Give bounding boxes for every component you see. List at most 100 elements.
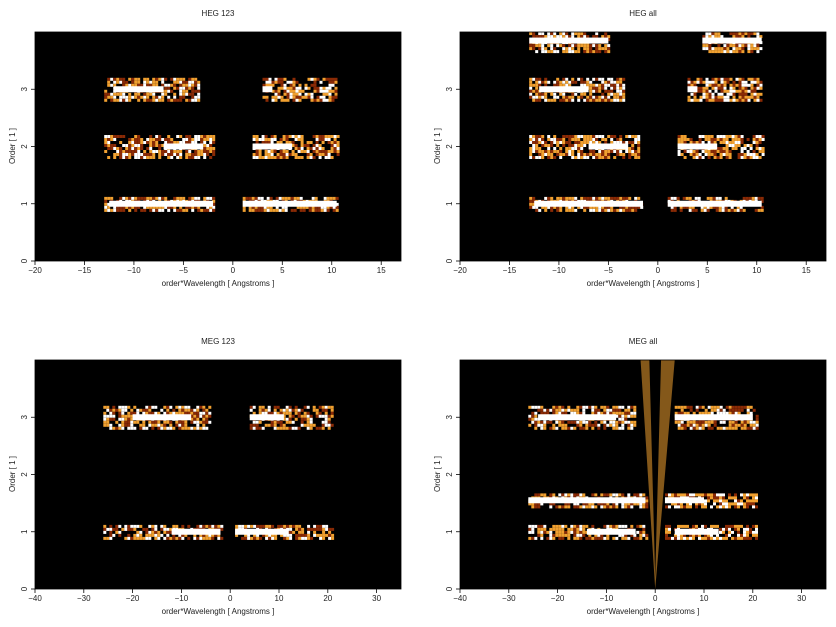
band-ridge <box>539 86 589 93</box>
band-ridge <box>109 200 214 207</box>
band-ridge <box>664 497 704 504</box>
order-band <box>528 493 649 509</box>
heatmap-data <box>528 360 759 589</box>
x-tick-label: 30 <box>372 594 381 603</box>
band-ridge <box>674 528 719 535</box>
y-tick-label: 2 <box>445 472 454 477</box>
band-ridge <box>538 414 617 421</box>
order-band <box>242 196 339 212</box>
order-band <box>252 135 340 159</box>
band-ridge <box>677 143 718 150</box>
heatmap-data <box>529 32 765 212</box>
band-ridge <box>114 86 164 93</box>
x-tick-label: −20 <box>453 266 467 275</box>
panel-meg-123: MEG 123 −40 −30 −20 −10 0 10 20 30 0 1 2 3 order*Wa… <box>8 337 402 616</box>
x-tick-label: 15 <box>802 266 811 275</box>
x-axis-label: order*Wavelength [ Angstroms ] <box>162 279 275 288</box>
band-ridge <box>534 200 643 207</box>
x-tick-label: 0 <box>228 594 233 603</box>
x-tick-label: 20 <box>748 594 757 603</box>
axes: −20 −15 −10 −5 0 5 10 15 0 1 2 3 <box>20 31 402 275</box>
zero-order-wedge <box>640 360 675 589</box>
x-tick-label: 0 <box>231 266 236 275</box>
x-axis-label: order*Wavelength [ Angstroms ] <box>587 279 700 288</box>
y-tick-label: 3 <box>20 86 29 91</box>
order-band <box>664 493 758 509</box>
x-tick-label: 10 <box>275 594 284 603</box>
y-tick-label: 0 <box>20 586 29 591</box>
order-band <box>104 196 216 212</box>
y-tick-label: 3 <box>20 414 29 419</box>
order-band <box>674 405 759 430</box>
x-tick-label: 0 <box>656 266 661 275</box>
y-tick-label: 2 <box>445 144 454 149</box>
x-tick-label: 10 <box>752 266 761 275</box>
y-axis-label: Order [ 1 ] <box>8 456 17 492</box>
band-ridge <box>163 143 204 150</box>
band-ridge <box>674 414 753 421</box>
x-tick-label: 20 <box>323 594 332 603</box>
x-tick-label: −40 <box>453 594 467 603</box>
y-tick-label: 1 <box>20 529 29 534</box>
band-ridge <box>667 200 762 207</box>
panel-heg-all: HEG all −20 −15 −10 −5 0 5 10 15 0 1 2 3 order*Wave… <box>433 9 827 288</box>
x-axis-label: order*Wavelength [ Angstroms ] <box>162 607 275 616</box>
y-tick-label: 2 <box>20 144 29 149</box>
heatmap-data <box>103 405 335 540</box>
x-tick-label: 5 <box>280 266 285 275</box>
axes: −40 −30 −20 −10 0 10 20 30 0 1 2 3 <box>445 359 827 603</box>
y-tick-label: 3 <box>445 414 454 419</box>
panel-title: HEG all <box>629 9 657 18</box>
band-ridge <box>528 497 646 504</box>
x-axis-label: order*Wavelength [ Angstroms ] <box>587 607 700 616</box>
x-tick-label: −5 <box>179 266 189 275</box>
x-tick-label: −10 <box>127 266 141 275</box>
y-tick-label: 3 <box>445 86 454 91</box>
x-tick-label: −20 <box>28 266 42 275</box>
x-tick-label: −15 <box>503 266 517 275</box>
band-ridge <box>702 37 762 44</box>
y-tick-label: 1 <box>20 201 29 206</box>
band-ridge <box>132 414 192 421</box>
band-ridge <box>529 37 609 44</box>
y-tick-label: 0 <box>445 258 454 263</box>
order-band <box>667 196 764 212</box>
panel-meg-all: MEG all −40 −30 −20 −10 0 10 20 30 0 1 2 3 order*Wa… <box>433 337 827 616</box>
order-band <box>528 405 637 430</box>
x-tick-label: −10 <box>175 594 189 603</box>
band-ridge <box>588 143 629 150</box>
x-tick-label: −10 <box>552 266 566 275</box>
y-tick-label: 0 <box>20 258 29 263</box>
order-band <box>529 196 644 212</box>
panel-title: HEG 123 <box>202 9 235 18</box>
x-tick-label: 10 <box>700 594 709 603</box>
panel-heg-123: HEG 123 −20 −15 −10 −5 0 5 10 15 0 1 2 3 order*Wave… <box>8 9 402 288</box>
order-band <box>687 77 763 102</box>
x-tick-label: −10 <box>600 594 614 603</box>
axes: −20 −15 −10 −5 0 5 10 15 0 1 2 3 <box>445 31 827 275</box>
band-ridge <box>171 528 221 535</box>
order-band <box>103 405 212 430</box>
plot-area <box>35 32 401 261</box>
order-band <box>262 77 338 102</box>
band-ridge <box>687 86 698 93</box>
plot-area <box>460 32 826 261</box>
y-tick-label: 2 <box>20 472 29 477</box>
axes: −40 −30 −20 −10 0 10 20 30 0 1 2 3 <box>20 359 402 603</box>
y-tick-label: 0 <box>445 586 454 591</box>
order-band <box>104 135 216 159</box>
band-ridge <box>262 86 273 93</box>
band-ridge <box>252 143 293 150</box>
y-axis-label: Order [ 1 ] <box>433 456 442 492</box>
band-ridge <box>249 414 284 421</box>
x-tick-label: −15 <box>78 266 92 275</box>
order-band <box>528 524 649 540</box>
x-tick-label: 0 <box>653 594 658 603</box>
order-band <box>103 524 224 540</box>
order-band <box>529 32 611 54</box>
band-ridge <box>586 528 636 535</box>
band-ridge <box>242 200 337 207</box>
heatmap-data <box>104 77 340 212</box>
order-band <box>249 405 334 430</box>
